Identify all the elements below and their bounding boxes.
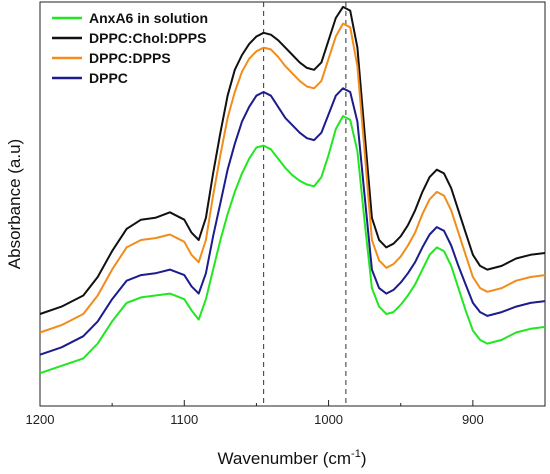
series-line-1 — [39, 5, 546, 315]
series-line-2 — [39, 22, 546, 334]
legend-label-0: AnxA6 in solution — [89, 10, 208, 26]
legend: AnxA6 in solution DPPC:Chol:DPPS DPPC:DPPS… — [52, 10, 208, 86]
x-tick-label-3: 900 — [462, 412, 484, 427]
series-line-0 — [39, 115, 546, 375]
x-axis-title-main: Wavenumber (cm — [218, 449, 352, 468]
x-tick-label-2: 1000 — [314, 412, 343, 427]
x-tick-label-1: 1100 — [170, 412, 198, 427]
reference-lines — [263, 2, 347, 406]
x-axis-title-end: ) — [361, 449, 367, 468]
x-axis-title-sup: -1 — [351, 448, 361, 460]
x-axis-ticks: 1200 1100 1000 900 — [26, 400, 484, 427]
legend-label-2: DPPC:DPPS — [89, 50, 171, 66]
series-line-3 — [39, 87, 546, 356]
x-tick-label-0: 1200 — [26, 412, 55, 427]
x-axis-title: Wavenumber (cm-1) — [218, 448, 367, 468]
plot-frame — [39, 1, 546, 407]
legend-label-3: DPPC — [89, 70, 128, 86]
series-group — [39, 5, 546, 375]
legend-label-1: DPPC:Chol:DPPS — [89, 30, 206, 46]
y-axis-title: Absorbance (a.u) — [5, 139, 24, 269]
